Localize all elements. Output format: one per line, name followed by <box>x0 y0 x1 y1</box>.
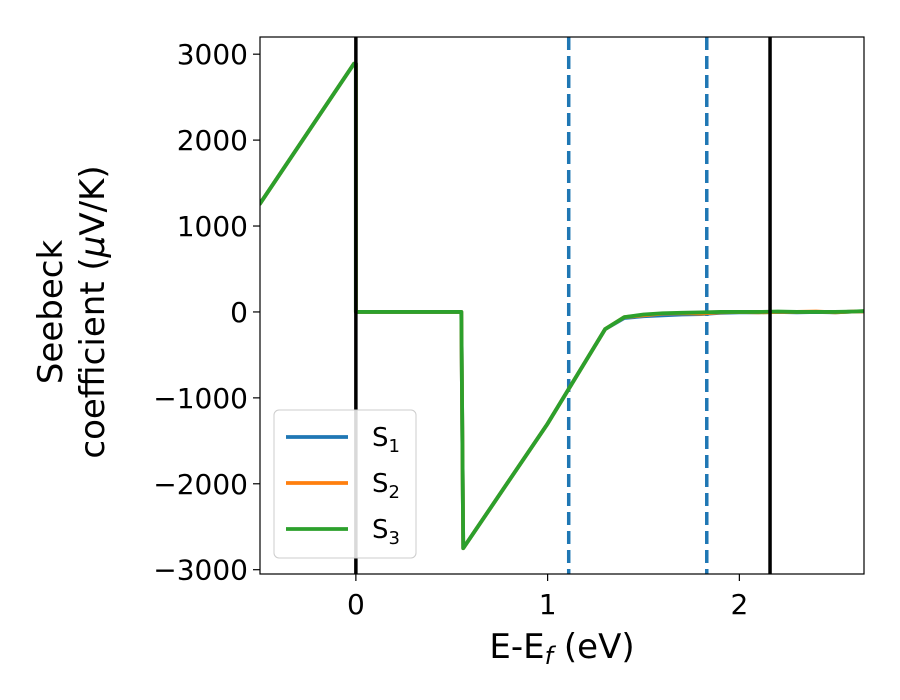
x-axis-title: E-Ef (eV) <box>489 627 634 670</box>
y-tick-label: −1000 <box>153 382 248 415</box>
x-axis-title-main: E-E <box>489 627 544 667</box>
y-axis-title-line1: Seebeck <box>31 240 71 385</box>
series-line-s3 <box>260 61 864 551</box>
y-axis-ticks: −3000 −2000 −1000 0 1000 2000 3000 <box>153 38 260 587</box>
y-tick-label: −2000 <box>153 468 248 501</box>
x-tick-label: 0 <box>347 588 365 621</box>
y-tick-label: 1000 <box>177 210 248 243</box>
x-axis-ticks: 0 1 2 <box>347 574 748 621</box>
y-axis-title-prefix: coefficient ( <box>73 257 113 458</box>
y-axis-title-suffix: V/K) <box>73 165 113 235</box>
legend-label-s3: S3 <box>372 515 400 549</box>
y-tick-label: 0 <box>230 296 248 329</box>
y-axis-title: Seebeck coefficient (μV/K) <box>31 165 113 458</box>
y-tick-label: −3000 <box>153 554 248 587</box>
series-layer <box>260 37 864 574</box>
plot-frame <box>259 36 865 575</box>
legend-label-s2: S2 <box>372 469 400 503</box>
x-tick-label: 1 <box>539 588 557 621</box>
legend: S1 S2 S3 <box>273 409 417 559</box>
x-axis-title-unit: (eV) <box>553 627 635 667</box>
y-axis-title-line2: coefficient (μV/K) <box>73 165 113 458</box>
vertical-reference-lines <box>566 37 709 574</box>
legend-label-s1: S1 <box>372 423 400 457</box>
y-axis-title-mu: μ <box>73 236 113 259</box>
y-tick-label: 3000 <box>177 38 248 71</box>
y-tick-label: 2000 <box>177 124 248 157</box>
x-tick-label: 2 <box>730 588 748 621</box>
